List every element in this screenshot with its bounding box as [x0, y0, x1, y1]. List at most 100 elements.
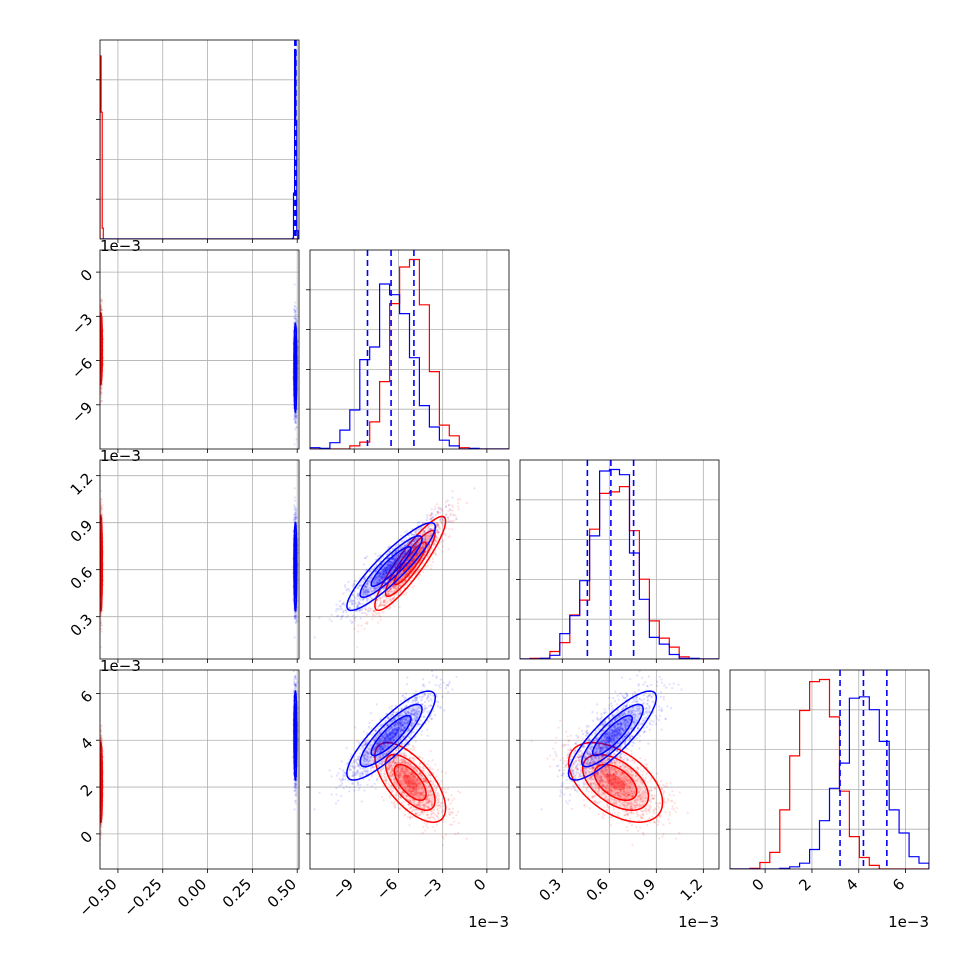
red-sample-point — [100, 308, 103, 311]
blue-sample-point — [294, 419, 297, 423]
blue-sample-point — [295, 414, 298, 417]
red-sample-point — [100, 630, 103, 633]
red-sample-point — [100, 305, 103, 308]
blue-sample-point — [294, 421, 297, 424]
red-sample-point — [100, 299, 103, 302]
blue-sample-point — [293, 443, 296, 446]
blue-sample-point — [293, 513, 296, 516]
blue-sample-point — [293, 415, 296, 419]
red-sample-point — [100, 510, 102, 514]
blue-sample-point — [295, 417, 298, 420]
blue-sample-point — [294, 317, 297, 320]
blue-sample-point — [294, 317, 297, 320]
red-sample-point — [100, 506, 103, 509]
blue-sample-point — [293, 412, 297, 415]
blue-sample-point — [293, 310, 297, 313]
blue-sample-point — [293, 514, 296, 517]
histogram-panel-1 — [306, 249, 510, 453]
red-sample-point — [100, 392, 102, 395]
red-sample-point — [98, 355, 100, 357]
red-sample-point — [100, 390, 103, 393]
red-contour — [100, 311, 104, 386]
y-tick-label: −3 — [68, 310, 96, 338]
blue-sample-point — [294, 301, 297, 304]
red-sample-point — [100, 612, 102, 615]
red-sample-point — [100, 498, 103, 501]
blue-sample-point — [297, 367, 299, 370]
red-sample-point — [100, 392, 102, 395]
blue-sample-point — [294, 412, 297, 415]
red-sample-point — [101, 503, 104, 506]
blue-sample-point — [294, 311, 297, 314]
red-sample-point — [100, 508, 102, 511]
red-sample-point — [100, 627, 103, 631]
blue-sample-point — [293, 308, 296, 311]
blue-sample-point — [294, 421, 297, 424]
red-sample-point — [100, 305, 102, 308]
red-sample-point — [100, 621, 102, 624]
red-sample-point — [100, 399, 103, 402]
blue-sample-point — [293, 418, 296, 421]
blue-histogram — [310, 283, 509, 449]
red-sample-point — [100, 646, 103, 649]
blue-sample-point — [295, 307, 298, 310]
blue-sample-point — [293, 496, 296, 499]
red-sample-point — [100, 392, 103, 395]
red-sample-point — [98, 599, 100, 601]
red-sample-point — [100, 303, 103, 306]
blue-sample-point — [292, 406, 295, 410]
red-sample-point — [100, 389, 102, 392]
blue-sample-point — [293, 517, 297, 520]
red-sample-point — [100, 503, 102, 506]
blue-sample-point — [294, 317, 297, 320]
red-sample-point — [100, 624, 103, 627]
red-sample-point — [100, 307, 103, 310]
red-sample-point — [100, 390, 102, 393]
red-sample-point — [100, 308, 102, 311]
red-histogram — [100, 55, 299, 239]
blue-sample-point — [293, 615, 296, 618]
y-tick-label: −9 — [68, 398, 96, 426]
blue-sample-point — [294, 320, 297, 323]
red-sample-point — [100, 309, 102, 312]
red-sample-point — [100, 386, 103, 390]
blue-sample-point — [294, 317, 297, 320]
red-sample-point — [100, 612, 103, 615]
blue-sample-point — [294, 416, 297, 419]
blue-sample-point — [293, 508, 296, 511]
blue-sample-point — [294, 516, 297, 519]
blue-sample-point — [293, 414, 296, 417]
red-sample-point — [100, 508, 103, 511]
blue-sample-point — [294, 615, 297, 618]
blue-sample-point — [293, 418, 296, 421]
blue-sample-point — [293, 305, 296, 308]
blue-sample-point — [294, 421, 297, 424]
red-sample-point — [100, 507, 103, 510]
blue-sample-point — [296, 620, 299, 623]
blue-contour — [293, 322, 298, 414]
red-sample-point — [100, 308, 103, 311]
red-sample-point — [100, 309, 102, 312]
red-sample-point — [100, 513, 103, 516]
red-sample-point — [100, 387, 103, 390]
panel-frame — [99, 39, 300, 240]
red-sample-point — [100, 490, 102, 493]
blue-sample-point — [293, 308, 296, 312]
blue-sample-point — [295, 518, 298, 521]
red-sample-point — [100, 309, 103, 313]
red-sample-point — [100, 399, 103, 402]
blue-sample-point — [294, 314, 297, 317]
red-sample-point — [100, 505, 103, 508]
y-tick-label: 0 — [77, 266, 96, 285]
blue-sample-point — [294, 512, 297, 515]
blue-sample-point — [294, 313, 297, 316]
blue-sample-point — [295, 319, 298, 322]
red-sample-point — [100, 613, 103, 617]
blue-sample-point — [294, 309, 297, 312]
blue-sample-point — [294, 513, 297, 516]
red-sample-point — [98, 551, 100, 553]
red-sample-point — [100, 305, 103, 309]
blue-sample-point — [294, 418, 297, 421]
red-sample-point — [98, 552, 100, 554]
